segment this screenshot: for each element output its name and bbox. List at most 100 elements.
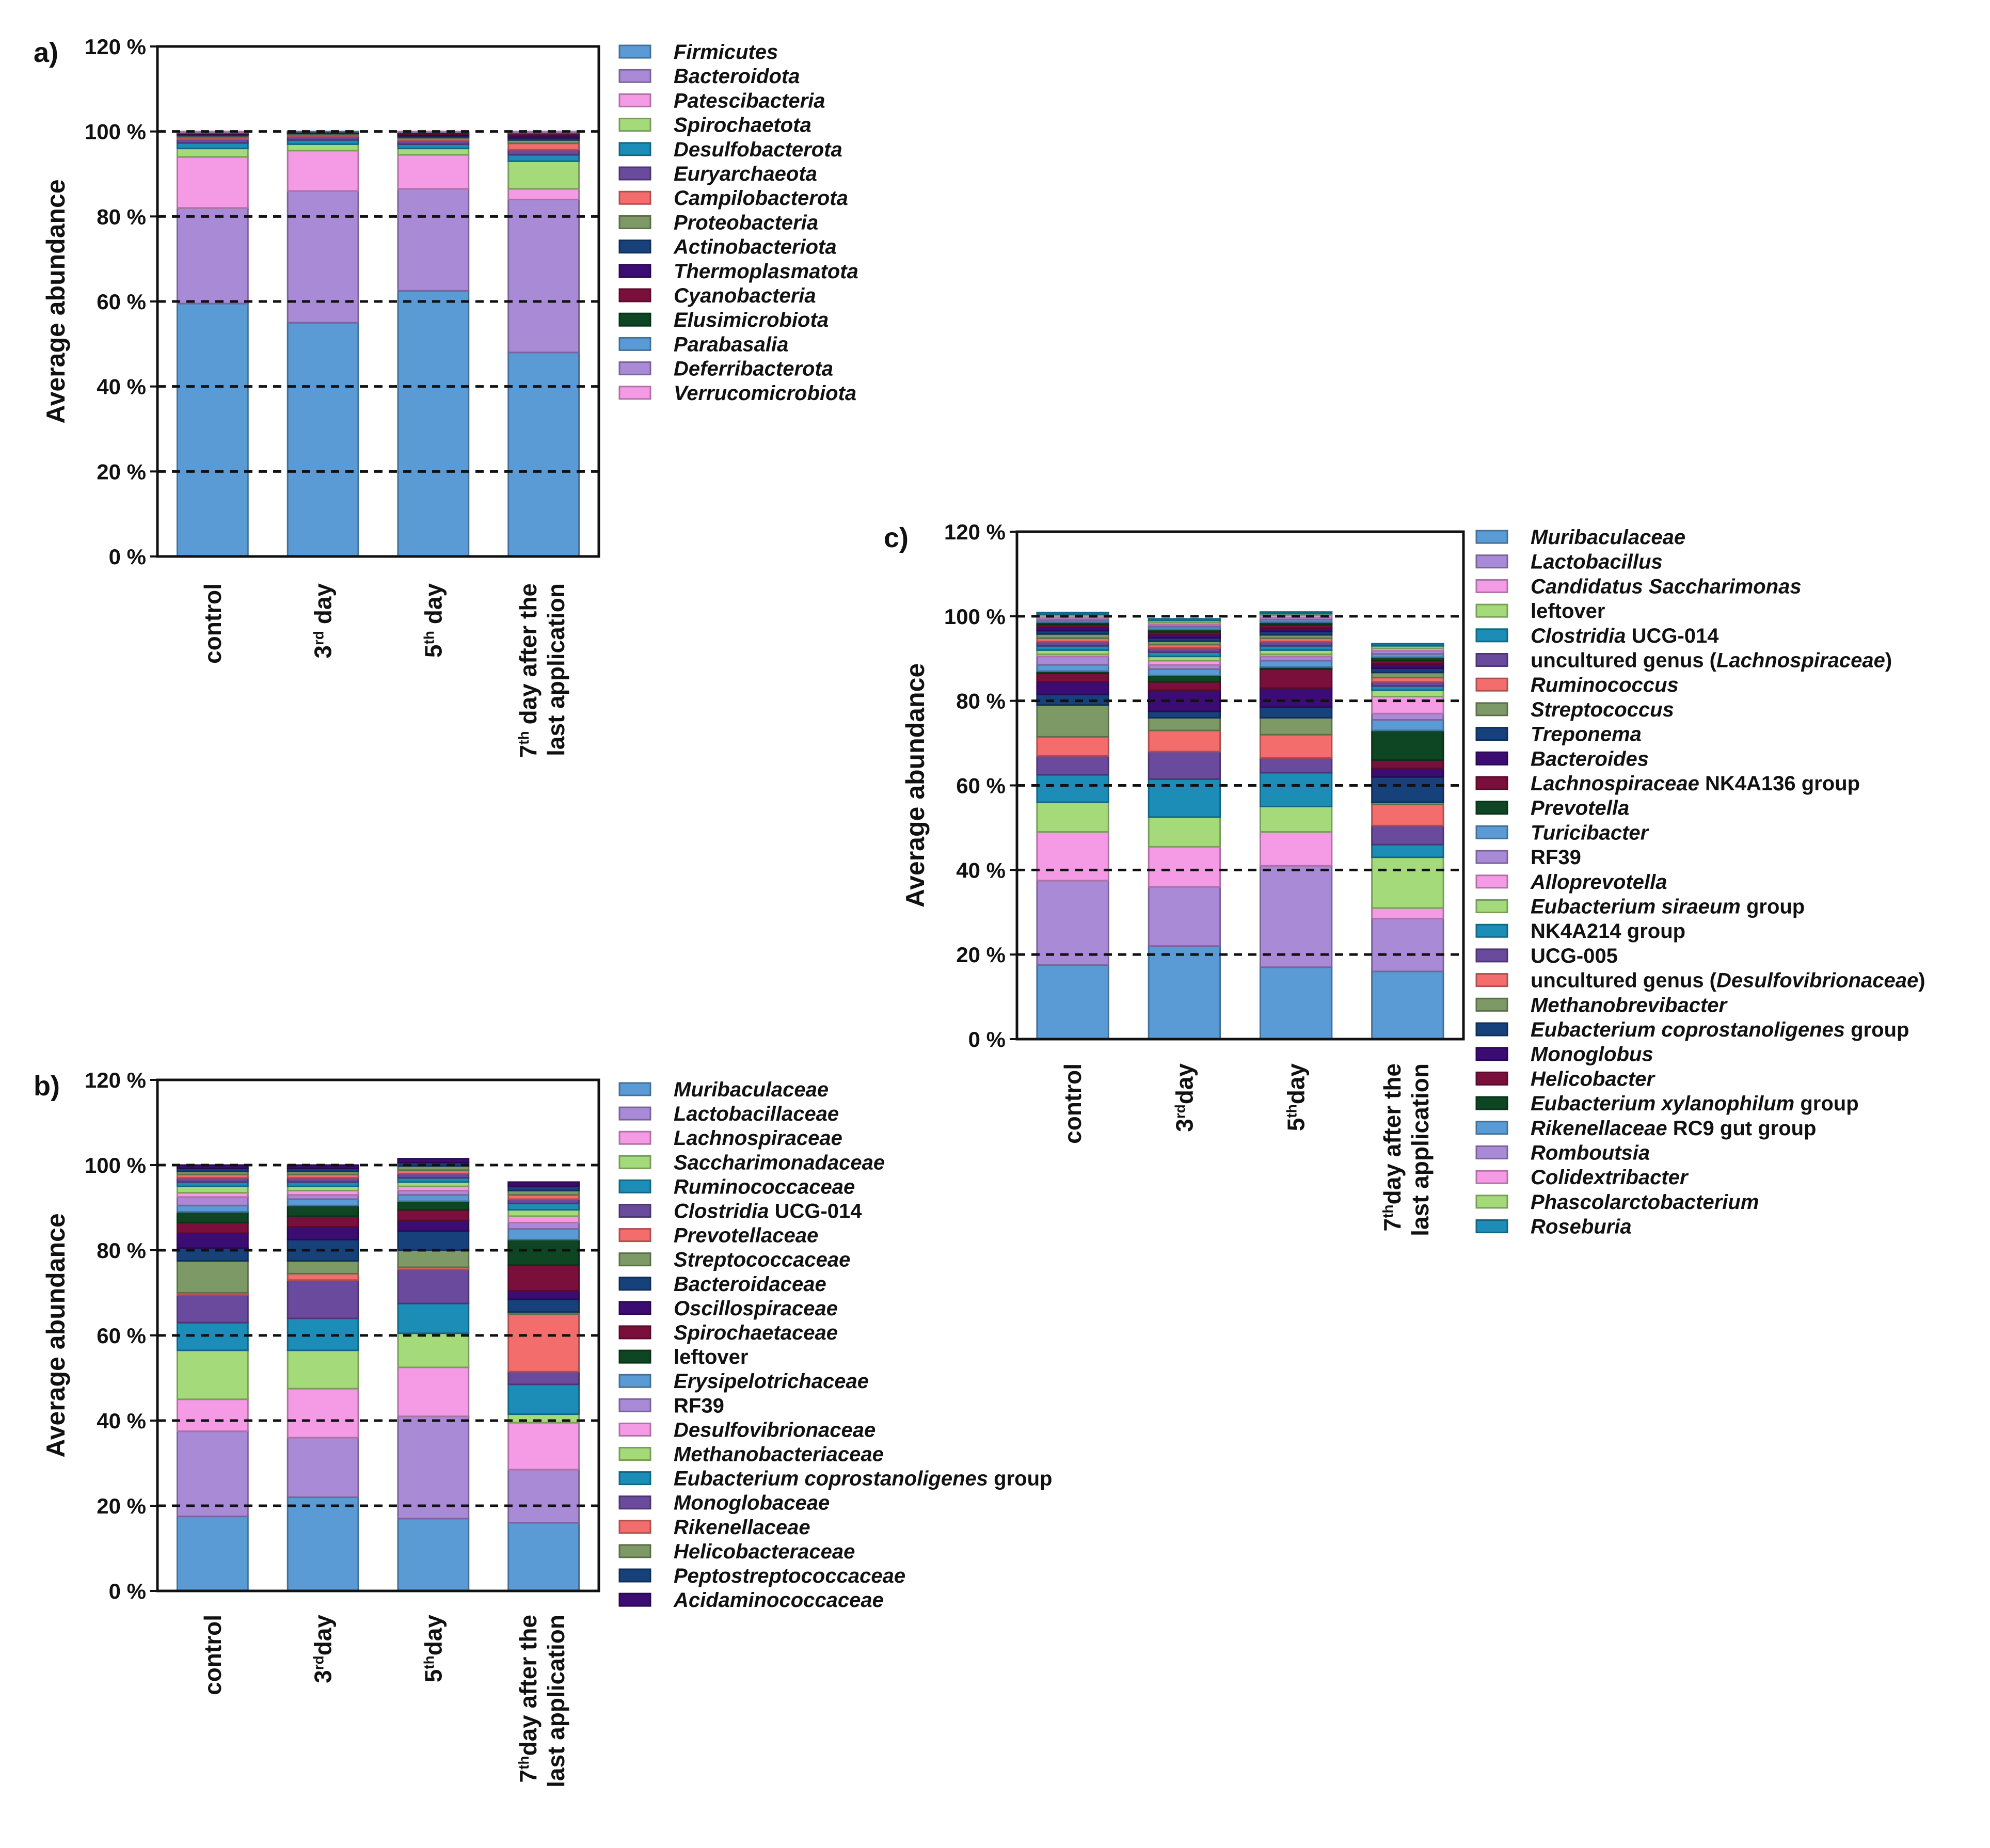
legend-label: Bacteroidaceae [674,1273,826,1296]
bar-segment [286,1496,359,1592]
legend-label: uncultured genus (Lachnospiraceae) [1531,649,1892,672]
bar-segment [1036,672,1109,683]
bar-segment [507,160,580,190]
bar-segment [286,1198,359,1206]
legend-item: Bacteroidaceae [618,1273,826,1296]
legend-swatch [618,1544,651,1558]
chart-panel-a: a) Average abundance 0 % 20 % 40 % 60 % 80 % 10… [34,35,858,758]
y-axis-label: Average abundance [901,663,930,907]
legend-label: Phascolarctobacterium [1531,1191,1759,1214]
legend-swatch [618,142,651,156]
legend-swatch [1475,973,1508,987]
legend-label: Parabasalia [674,333,788,356]
legend-item: Actinobacteriota [618,236,837,259]
bar-segment [1036,656,1109,666]
y-tick-label: 40 % [97,1409,146,1433]
legend-swatch [618,118,651,132]
legend-label: Campilobacterota [674,187,848,210]
y-tick-label: 20 % [97,1494,146,1518]
bar-segment [397,1302,470,1334]
svg-text:control: control [1059,1063,1086,1144]
legend-item: Erysipelotrichaceae [618,1370,869,1393]
legend-swatch [618,1252,651,1267]
legend-item: Ruminococcaceae [618,1175,855,1198]
legend-label: Spirochaetota [674,114,811,137]
legend-item: Spirochaetota [618,114,811,137]
legend-swatch [1475,628,1508,643]
bar-segment [1036,964,1109,1040]
y-tick-label: 20 % [956,943,1006,967]
legend-label: Verrucomicrobiota [674,382,856,405]
legend-swatch [1475,1219,1508,1234]
bar-segment [1371,689,1444,697]
legend-item: Methanobrevibacter [1475,994,1728,1016]
legend-swatch [618,240,651,254]
bar-segment [1036,681,1109,695]
bar-segment [176,1221,249,1234]
legend-label: Firmicutes [674,41,778,63]
bar-segment [1259,687,1333,708]
legend-item: Eubacterium xylanophilum group [1475,1092,1859,1115]
legend-item: Rikenellaceae RC9 gut group [1475,1117,1817,1140]
legend-item: uncultured genus (Desulfovibrionaceae) [1475,969,1925,992]
bar-segment [507,1228,580,1240]
bar-segment [397,154,470,190]
bar-segment [1036,736,1109,757]
legend-item: Prevotella [1475,797,1629,820]
legend-item: Romboutsia [1475,1142,1650,1165]
legend-label: Lactobacillus [1531,551,1663,573]
bar-segment [286,1437,359,1498]
bar-segment [1371,803,1444,826]
legend-label: Prevotellaceae [674,1224,818,1247]
legend-label: Roseburia [1531,1216,1632,1238]
bar-segment [1259,706,1333,719]
legend-label: Acidaminococcaceae [673,1589,884,1612]
panel-label: b) [34,1071,60,1102]
legend-label: Muribaculaceae [1531,526,1685,549]
bar-segment [1148,710,1221,719]
legend-swatch [618,93,651,107]
legend-label: Muribaculaceae [674,1078,829,1101]
y-tick-label: 40 % [956,858,1006,882]
legend-item: Ruminococcus [1475,674,1679,696]
legend-swatch [1475,1194,1508,1209]
panel-label: c) [884,522,909,553]
legend-label: Colidextribacter [1531,1166,1689,1189]
svg-text:last application: last application [1407,1063,1434,1236]
bar-segment [1148,945,1221,1040]
legend-item: Streptococcaceae [618,1249,850,1271]
legend-label: Erysipelotrichaceae [674,1370,869,1393]
bar-segment [507,188,580,200]
legend-swatch [618,69,651,83]
legend-item: leftover [1475,600,1605,623]
bar-segment [507,1469,580,1524]
legend-item: RF39 [618,1394,724,1417]
legend-swatch [618,166,651,181]
bar-segment [1148,668,1221,677]
bar-segment [1371,729,1444,761]
bar-segment [1371,712,1444,721]
legend-swatch [618,288,651,302]
legend-swatch [1475,653,1508,667]
legend-label: UCG-005 [1531,945,1618,967]
legend-swatch [618,1204,651,1218]
bar-segment [1371,643,1444,647]
legend-item: Prevotellaceae [618,1224,818,1247]
plot-frame [156,45,600,558]
plot-frame [156,1078,600,1592]
bar-segment [1259,805,1333,833]
legend-item: Desulfobacterota [618,138,842,161]
bar-segment [507,1181,580,1187]
x-tick-label: 3rd day [310,583,337,659]
bar-segment [176,1260,249,1294]
svg-text:last application: last application [543,583,569,756]
legend-item: Candidatus Saccharimonas [1475,575,1802,598]
bar-segment [286,322,359,557]
bar-segment [507,1264,580,1292]
bar-segment [1371,907,1444,920]
svg-text:3rdday: 3rdday [310,1615,337,1683]
bar-segment [286,143,359,152]
bar-segment [286,1215,359,1228]
bar-segment [397,290,470,557]
y-tick-label: 0 % [109,545,146,569]
